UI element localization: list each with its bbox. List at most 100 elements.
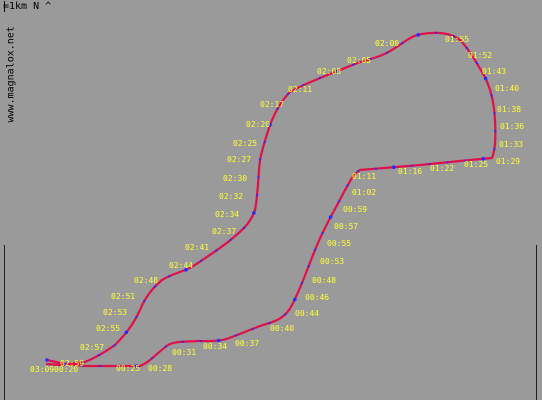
track-point bbox=[234, 334, 237, 337]
time-label: 01:25 bbox=[464, 160, 488, 169]
track-point bbox=[200, 259, 203, 262]
time-label: 02:08 bbox=[317, 67, 341, 76]
track-point bbox=[307, 265, 310, 268]
track-point bbox=[481, 157, 486, 161]
track-point bbox=[416, 33, 421, 37]
track-point bbox=[293, 297, 297, 302]
track-point bbox=[357, 170, 360, 173]
track-point bbox=[302, 84, 305, 87]
time-label: 00:34 bbox=[203, 342, 227, 351]
track-point bbox=[164, 345, 167, 348]
track-point bbox=[300, 281, 304, 285]
track-point bbox=[117, 364, 120, 368]
track-point bbox=[81, 361, 84, 364]
time-label: 02:32 bbox=[219, 192, 243, 201]
track-point bbox=[199, 339, 202, 343]
time-label: 01:55 bbox=[445, 35, 469, 44]
track-point bbox=[328, 215, 333, 219]
time-label: 02:41 bbox=[185, 243, 209, 252]
track-point bbox=[338, 200, 341, 203]
track-point bbox=[287, 92, 290, 96]
time-label: 02:59 bbox=[60, 359, 84, 368]
time-label: 02:44 bbox=[169, 261, 193, 270]
track-point bbox=[216, 338, 221, 343]
time-label: 02:25 bbox=[233, 139, 257, 148]
scale-bar-icon bbox=[4, 1, 5, 12]
left-edge-rule bbox=[4, 245, 5, 400]
track-point bbox=[81, 364, 84, 367]
track-point bbox=[284, 313, 287, 316]
time-label: 02:00 bbox=[375, 39, 399, 48]
time-label: 00:20 bbox=[54, 365, 78, 374]
track-point bbox=[268, 123, 272, 127]
track-point bbox=[256, 194, 259, 197]
time-label: 01:40 bbox=[495, 84, 519, 93]
track-point bbox=[464, 159, 467, 162]
track-point bbox=[168, 275, 171, 278]
track-point bbox=[99, 364, 102, 368]
track-point bbox=[334, 69, 339, 74]
track-point bbox=[252, 211, 256, 215]
scale-north-label: =1km N ^ bbox=[3, 1, 52, 12]
time-label: 00:31 bbox=[172, 348, 196, 357]
track-point bbox=[113, 344, 116, 347]
track-point bbox=[184, 268, 188, 272]
track-point bbox=[153, 285, 156, 288]
time-label: 01:16 bbox=[398, 167, 422, 176]
track-point bbox=[98, 354, 101, 357]
time-label: 00:59 bbox=[343, 205, 367, 214]
track-point bbox=[143, 300, 146, 303]
track-point bbox=[318, 76, 322, 80]
time-label: 02:48 bbox=[134, 276, 158, 285]
track-point bbox=[494, 130, 497, 133]
time-label: 00:28 bbox=[148, 364, 172, 373]
track-point bbox=[493, 112, 496, 115]
track-point bbox=[135, 316, 138, 319]
track-point bbox=[243, 226, 246, 229]
time-label: 00:44 bbox=[295, 309, 319, 318]
track-point bbox=[229, 238, 232, 241]
track-point bbox=[493, 148, 496, 151]
track-point bbox=[446, 161, 449, 164]
time-label: 01:02 bbox=[352, 188, 376, 197]
time-label: 01:43 bbox=[482, 67, 506, 76]
track-point bbox=[392, 165, 396, 169]
track-point bbox=[346, 184, 349, 187]
right-edge-rule bbox=[536, 245, 537, 400]
time-label: 01:29 bbox=[496, 157, 520, 166]
time-label: 02:30 bbox=[223, 174, 247, 183]
track-point bbox=[374, 167, 377, 170]
track-points bbox=[45, 31, 497, 368]
track-point bbox=[63, 363, 66, 366]
track-point bbox=[386, 51, 389, 54]
time-label: 00:53 bbox=[320, 257, 344, 266]
time-label: 00:40 bbox=[270, 324, 294, 333]
time-label: 01:38 bbox=[497, 105, 521, 114]
time-label: 02:27 bbox=[227, 155, 251, 164]
track-point bbox=[452, 35, 455, 38]
track-point bbox=[215, 249, 218, 252]
time-label: 00:46 bbox=[305, 293, 329, 302]
track-point bbox=[401, 42, 404, 45]
track-point bbox=[45, 358, 49, 362]
time-label: 02:51 bbox=[111, 292, 135, 301]
track-point bbox=[259, 158, 262, 161]
track-point bbox=[314, 248, 317, 251]
time-label: 01:36 bbox=[500, 122, 524, 131]
track-point bbox=[251, 327, 254, 331]
time-label: 00:48 bbox=[312, 276, 336, 285]
time-label: 02:20 bbox=[246, 120, 270, 129]
track-point bbox=[483, 76, 488, 81]
time-label: 02:55 bbox=[96, 324, 120, 333]
track-point bbox=[276, 107, 279, 110]
time-label: 02:57 bbox=[80, 343, 104, 352]
track-point bbox=[257, 176, 260, 179]
time-label: 01:33 bbox=[499, 140, 523, 149]
time-label: 02:17 bbox=[260, 100, 284, 109]
track-point bbox=[428, 162, 431, 166]
time-label: 02:05 bbox=[347, 56, 371, 65]
track-point bbox=[321, 232, 324, 235]
time-label: 03:09 bbox=[30, 365, 54, 374]
